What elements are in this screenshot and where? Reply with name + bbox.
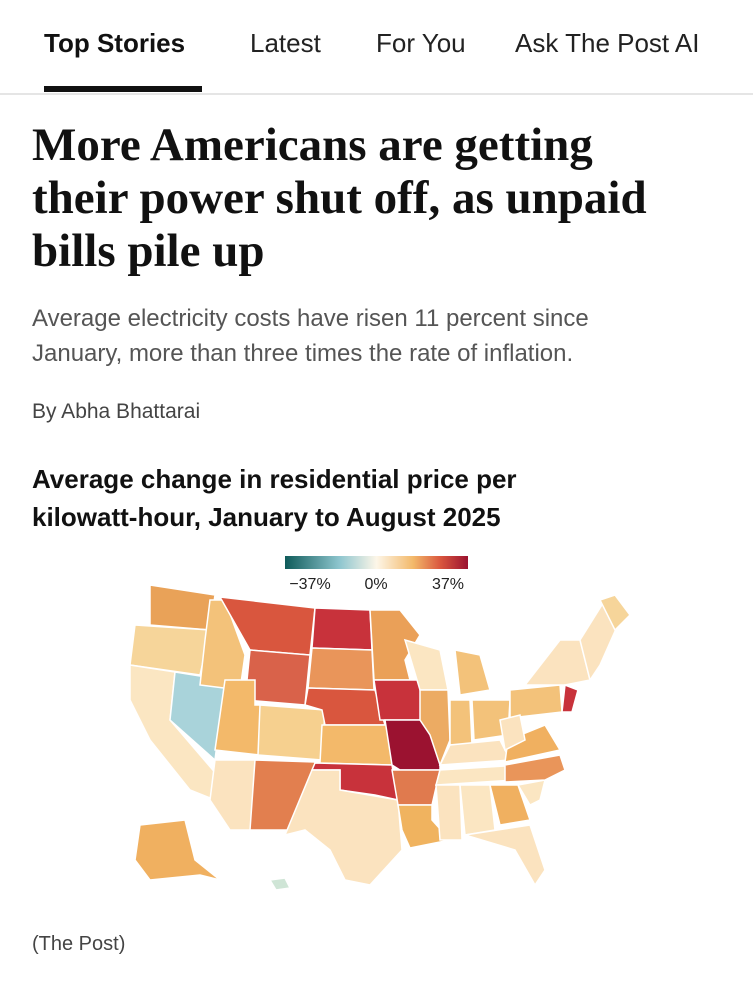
state-region — [129, 624, 211, 676]
legend-label: 37% — [432, 576, 464, 593]
figure-credit: (The Post) — [32, 933, 126, 955]
legend-gradient — [285, 556, 468, 569]
state-region — [509, 684, 563, 719]
state-region — [454, 649, 491, 696]
state-region — [134, 819, 221, 881]
headline-line: their power shut off, as unpaid — [32, 172, 647, 224]
state-region — [516, 779, 547, 806]
state-region — [449, 699, 473, 746]
map-figure: −37% 0% 37% — [129, 556, 631, 891]
state-region — [209, 759, 261, 831]
state-region — [311, 607, 373, 651]
state-region — [489, 784, 531, 826]
figure-title-line: kilowatt-hour, January to August 2025 — [32, 502, 501, 532]
legend-label: 0% — [364, 576, 387, 593]
state-region — [391, 769, 441, 806]
figure-title-line: Average change in residential price per — [32, 464, 517, 494]
state-region — [283, 769, 403, 886]
state-region — [268, 877, 292, 891]
state-region — [561, 683, 579, 713]
state-region — [149, 584, 216, 631]
state-region — [459, 784, 496, 836]
state-region — [438, 739, 512, 766]
state-region — [598, 594, 631, 632]
tab[interactable]: Ask The Post AI — [515, 28, 700, 58]
tab[interactable]: Top Stories — [44, 28, 186, 58]
state-region — [257, 704, 326, 761]
headline-line: bills pile up — [32, 225, 265, 277]
state-region — [504, 754, 566, 783]
state-region — [435, 784, 463, 841]
active-tab-indicator — [44, 86, 202, 92]
state-region — [319, 724, 393, 766]
subheadline-line: January, more than three times the rate … — [32, 340, 574, 367]
divider — [0, 93, 753, 95]
byline[interactable]: By Abha Bhattarai — [32, 400, 201, 423]
tab[interactable]: Latest — [250, 28, 321, 58]
tab[interactable]: For You — [376, 28, 466, 58]
state-region — [499, 714, 526, 752]
legend-label: −37% — [289, 576, 330, 593]
state-region — [523, 639, 591, 686]
state-region — [504, 724, 562, 763]
state-region — [464, 824, 546, 887]
subheadline-line: Average electricity costs have risen 11 … — [32, 305, 589, 332]
state-region — [307, 647, 375, 691]
headline-line: More Americans are getting — [32, 119, 593, 171]
